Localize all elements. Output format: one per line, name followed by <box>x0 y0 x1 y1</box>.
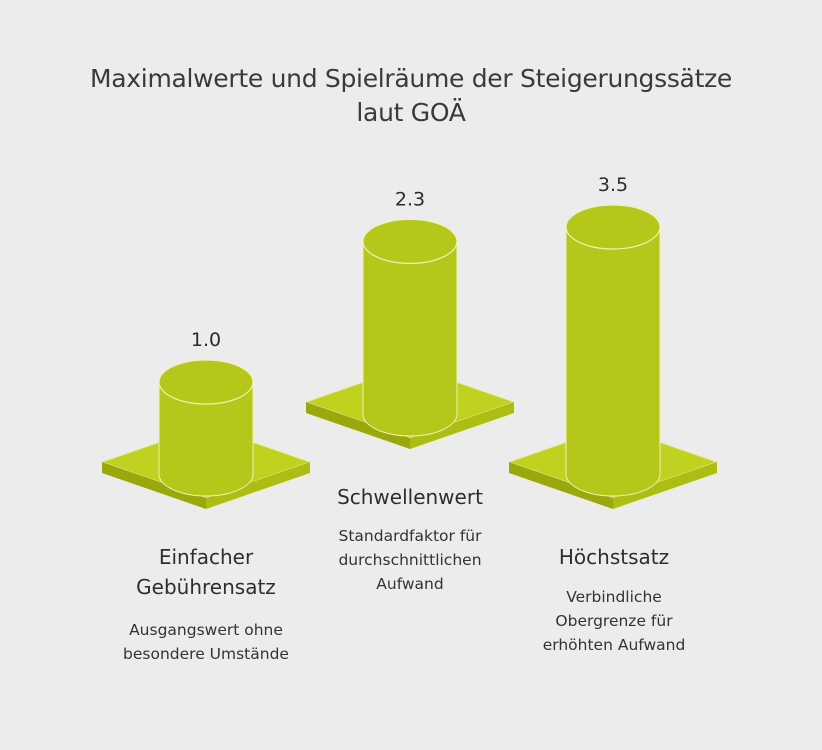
chart-title-line-1: Maximalwerte und Spielräume der Steigeru… <box>90 64 732 93</box>
category-label-line: Höchstsatz <box>558 545 670 569</box>
bar-group: 2.3 <box>304 188 516 449</box>
description-line: Verbindliche <box>566 588 662 606</box>
description-line: Obergrenze für <box>555 612 673 630</box>
description-line: durchschnittlichen <box>338 551 482 569</box>
base-plate-side <box>509 462 613 509</box>
bar-cylinder <box>362 240 458 437</box>
base-plate-side <box>410 402 514 449</box>
value-label: 2.3 <box>395 188 425 210</box>
value-label: 1.0 <box>191 329 221 351</box>
category-label-line: Einfacher <box>158 545 254 569</box>
bar-cylinder-top <box>565 204 661 250</box>
bar-cylinder <box>158 381 254 497</box>
description-line: erhöhten Aufwand <box>542 636 686 654</box>
description-hoechstsatz: Verbindliche Obergrenze für erhöhten Auf… <box>514 585 714 657</box>
bar-group: 1.0 <box>100 329 312 509</box>
description-line: Aufwand <box>376 575 444 593</box>
category-label-schwellenwert: Schwellenwert <box>310 482 510 512</box>
description-schwellenwert: Standardfaktor für durchschnittlichen Au… <box>310 524 510 596</box>
description-line: Ausgangswert ohne <box>129 621 283 639</box>
value-label: 3.5 <box>598 174 628 196</box>
description-line: besondere Umstände <box>123 645 289 663</box>
chart-title-line-2: laut GOÄ <box>356 98 466 127</box>
description-line: Standardfaktor für <box>338 527 482 545</box>
category-label-line: Schwellenwert <box>337 485 483 509</box>
description-einfacher: Ausgangswert ohne besondere Umstände <box>106 618 306 666</box>
bar-group: 3.5 <box>507 174 719 509</box>
category-label-einfacher: Einfacher Gebührensatz <box>106 542 306 602</box>
base-plate-side <box>102 462 206 509</box>
category-label-hoechstsatz: Höchstsatz <box>514 542 714 572</box>
base-plate-side <box>206 462 310 509</box>
base-plate-side <box>613 462 717 509</box>
bar-cylinder-top <box>158 359 254 405</box>
category-label-line: Gebührensatz <box>136 575 276 599</box>
base-plate-side <box>306 402 410 449</box>
chart-title: Maximalwerte und Spielräume der Steigeru… <box>0 62 822 130</box>
bar-cylinder <box>565 226 661 497</box>
bar-cylinder-top <box>362 218 458 264</box>
